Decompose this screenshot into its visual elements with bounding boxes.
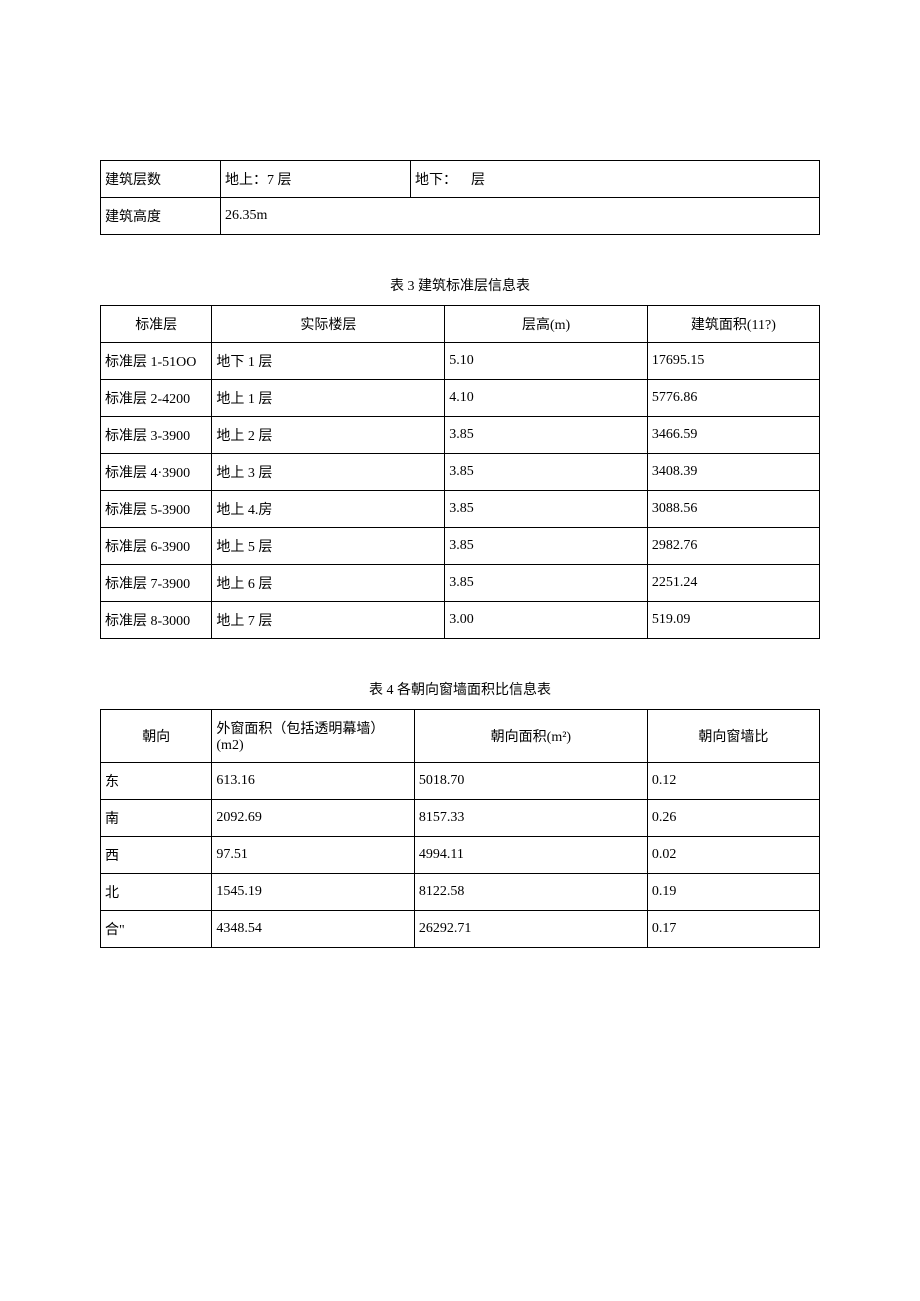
table-cell: 标准层 8-3000	[101, 602, 212, 639]
table-row: 标准层 6-3900地上 5 层3.852982.76	[101, 528, 820, 565]
below-ground-prefix: 地下：	[415, 173, 457, 188]
table3-title: 表 3 建筑标准层信息表	[100, 275, 820, 295]
col-floor-height: 层高(m)	[445, 306, 648, 343]
col-orientation-area: 朝向面积(m²)	[414, 710, 647, 763]
table-row: 北1545.198122.580.19	[101, 874, 820, 911]
table-cell: 519.09	[647, 602, 819, 639]
table-row: 建筑高度 26.35m	[101, 198, 820, 235]
building-info-table: 建筑层数 地上：7 层 地下： 层 建筑高度 26.35m	[100, 160, 820, 235]
table-cell: 97.51	[212, 837, 415, 874]
col-window-wall-ratio: 朝向窗墙比	[647, 710, 819, 763]
table-cell: 0.26	[647, 800, 819, 837]
table-cell: 东	[101, 763, 212, 800]
table-cell: 5018.70	[414, 763, 647, 800]
window-wall-ratio-table: 朝向 外窗面积（包括透明幕墙）(m2) 朝向面积(m²) 朝向窗墙比 东613.…	[100, 709, 820, 948]
table-cell: 8122.58	[414, 874, 647, 911]
table-header-row: 标准层 实际楼层 层高(m) 建筑面积(11?)	[101, 306, 820, 343]
table-cell: 26292.71	[414, 911, 647, 948]
table-cell: 1545.19	[212, 874, 415, 911]
table-row: 东613.165018.700.12	[101, 763, 820, 800]
table-cell: 17695.15	[647, 343, 819, 380]
table-cell: 地上 2 层	[212, 417, 445, 454]
table-cell: 2251.24	[647, 565, 819, 602]
table-cell: 标准层 2-4200	[101, 380, 212, 417]
floor-count-label: 建筑层数	[101, 161, 221, 198]
table-cell: 3.85	[445, 417, 648, 454]
below-ground-suffix: 层	[471, 173, 485, 188]
col-orientation: 朝向	[101, 710, 212, 763]
col-building-area: 建筑面积(11?)	[647, 306, 819, 343]
building-height-value: 26.35m	[221, 198, 820, 235]
table-cell: 地上 3 层	[212, 454, 445, 491]
table-cell: 4348.54	[212, 911, 415, 948]
table-row: 标准层 7-3900地上 6 层3.852251.24	[101, 565, 820, 602]
table-cell: 标准层 1-51OO	[101, 343, 212, 380]
table-cell: 标准层 3-3900	[101, 417, 212, 454]
table-cell: 3.85	[445, 528, 648, 565]
table-cell: 地上 4.房	[212, 491, 445, 528]
table-row: 合"4348.5426292.710.17	[101, 911, 820, 948]
table-cell: 5776.86	[647, 380, 819, 417]
table-row: 标准层 8-3000地上 7 层3.00519.09	[101, 602, 820, 639]
table-cell: 地上 5 层	[212, 528, 445, 565]
building-height-label: 建筑高度	[101, 198, 221, 235]
table-row: 标准层 2-4200地上 1 层4.105776.86	[101, 380, 820, 417]
table-cell: 3.00	[445, 602, 648, 639]
table-cell: 标准层 5-3900	[101, 491, 212, 528]
table-cell: 南	[101, 800, 212, 837]
table-row: 西97.514994.110.02	[101, 837, 820, 874]
table-cell: 2982.76	[647, 528, 819, 565]
table-cell: 地上 6 层	[212, 565, 445, 602]
table-cell: 0.12	[647, 763, 819, 800]
below-ground-floors: 地下： 层	[411, 161, 820, 198]
above-ground-floors: 地上：7 层	[221, 161, 411, 198]
table-row: 南2092.698157.330.26	[101, 800, 820, 837]
table-cell: 613.16	[212, 763, 415, 800]
table-cell: 地下 1 层	[212, 343, 445, 380]
table-header-row: 朝向 外窗面积（包括透明幕墙）(m2) 朝向面积(m²) 朝向窗墙比	[101, 710, 820, 763]
table-cell: 5.10	[445, 343, 648, 380]
standard-floor-table: 标准层 实际楼层 层高(m) 建筑面积(11?) 标准层 1-51OO地下 1 …	[100, 305, 820, 639]
table-cell: 3.85	[445, 454, 648, 491]
col-window-area: 外窗面积（包括透明幕墙）(m2)	[212, 710, 415, 763]
table-cell: 8157.33	[414, 800, 647, 837]
table-cell: 地上 7 层	[212, 602, 445, 639]
table-cell: 标准层 4·3900	[101, 454, 212, 491]
table-row: 标准层 3-3900地上 2 层3.853466.59	[101, 417, 820, 454]
table-cell: 0.19	[647, 874, 819, 911]
table-cell: 3088.56	[647, 491, 819, 528]
table-cell: 3.85	[445, 491, 648, 528]
table-cell: 合"	[101, 911, 212, 948]
table-cell: 西	[101, 837, 212, 874]
table-cell: 2092.69	[212, 800, 415, 837]
table-cell: 北	[101, 874, 212, 911]
table4-title: 表 4 各朝向窗墙面积比信息表	[100, 679, 820, 699]
table-row: 标准层 4·3900地上 3 层3.853408.39	[101, 454, 820, 491]
col-standard-floor: 标准层	[101, 306, 212, 343]
table-cell: 0.17	[647, 911, 819, 948]
table-row: 建筑层数 地上：7 层 地下： 层	[101, 161, 820, 198]
col-actual-floor: 实际楼层	[212, 306, 445, 343]
table-row: 标准层 1-51OO地下 1 层5.1017695.15	[101, 343, 820, 380]
table-cell: 标准层 7-3900	[101, 565, 212, 602]
table-cell: 4994.11	[414, 837, 647, 874]
table-row: 标准层 5-3900地上 4.房3.853088.56	[101, 491, 820, 528]
table-cell: 3408.39	[647, 454, 819, 491]
table-cell: 0.02	[647, 837, 819, 874]
table-cell: 3466.59	[647, 417, 819, 454]
table-cell: 4.10	[445, 380, 648, 417]
table-cell: 地上 1 层	[212, 380, 445, 417]
table-cell: 标准层 6-3900	[101, 528, 212, 565]
table-cell: 3.85	[445, 565, 648, 602]
